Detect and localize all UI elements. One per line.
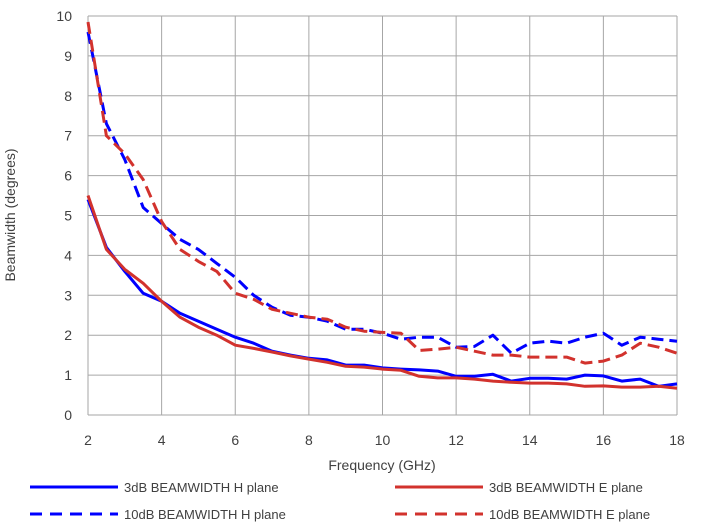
y-tick-label: 0 [64, 407, 72, 423]
y-tick-label: 8 [64, 88, 72, 104]
x-tick-label: 18 [669, 432, 685, 448]
y-axis-title: Beamwidth (degrees) [2, 148, 18, 281]
legend-label-1: 3dB BEAMWIDTH E plane [489, 480, 643, 495]
grid [87, 15, 678, 416]
x-tick-label: 16 [596, 432, 612, 448]
x-tick-label: 8 [305, 432, 313, 448]
x-tick-label: 4 [158, 432, 166, 448]
y-tick-label: 4 [64, 247, 72, 263]
y-tick-label: 10 [56, 8, 72, 24]
x-tick-label: 10 [375, 432, 391, 448]
y-tick-label: 3 [64, 287, 72, 303]
legend: 3dB BEAMWIDTH H plane 3dB BEAMWIDTH E pla… [30, 480, 650, 522]
x-tick-label: 12 [448, 432, 464, 448]
x-tick-label: 2 [84, 432, 92, 448]
y-tick-label: 9 [64, 48, 72, 64]
y-tick-label: 2 [64, 327, 72, 343]
x-axis-title: Frequency (GHz) [328, 457, 435, 473]
series-layer [86, 21, 678, 390]
series-line-2 [86, 31, 678, 355]
legend-label-0: 3dB BEAMWIDTH H plane [124, 480, 279, 495]
series-line-3 [86, 21, 678, 365]
x-tick-label: 6 [231, 432, 239, 448]
y-tick-label: 6 [64, 168, 72, 184]
y-tick-label: 7 [64, 128, 72, 144]
legend-label-3: 10dB BEAMWIDTH E plane [489, 507, 650, 522]
legend-label-2: 10dB BEAMWIDTH H plane [124, 507, 286, 522]
y-tick-label: 5 [64, 208, 72, 224]
series-line-1 [86, 195, 678, 390]
y-tick-label: 1 [64, 367, 72, 383]
x-tick-label: 14 [522, 432, 538, 448]
